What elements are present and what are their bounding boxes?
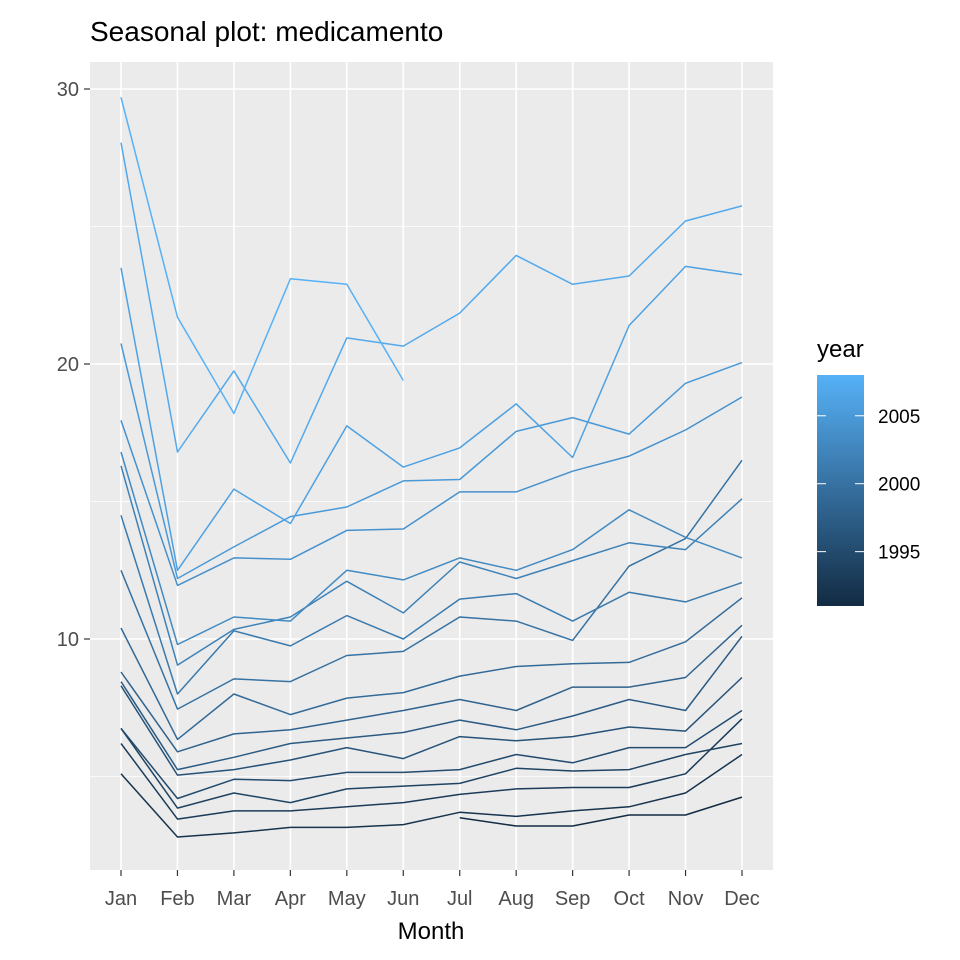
x-tick-label: Oct [614,888,646,910]
series-line-1997 [120,635,743,771]
series-line-1991 [459,796,743,827]
series-line-1999 [120,597,743,741]
series-line-2008 [120,97,404,415]
y-axis: 10 20 30 [57,79,90,651]
series-line-2002 [120,465,743,666]
x-tick-label: Sep [555,888,591,910]
x-tick-label: Jun [387,888,419,910]
x-tick-label: Aug [498,888,534,910]
chart-title: Seasonal plot: medicamento [90,16,443,47]
series-line-1993 [120,718,743,820]
plot-panel [90,62,773,870]
legend-tick-label: 2000 [878,475,920,496]
series-line-1998 [120,624,743,753]
x-tick-label: Nov [668,888,704,910]
x-axis-label: Month [398,918,465,945]
y-tick-label: 20 [57,354,79,376]
x-tick-label: Jan [105,888,137,910]
series-line-2007 [120,142,743,464]
series-line-1994 [120,727,743,809]
series-line-1992 [120,753,743,838]
x-axis: Jan Feb Mar Apr May Jun Jul Aug Sep Oct Nov Dec [105,870,760,910]
x-tick-label: May [328,888,366,910]
series-line-2004 [120,396,743,587]
series-line-2000 [120,459,743,710]
x-tick-label: Dec [724,888,760,910]
series-line-2005 [120,343,743,580]
legend-tick-label: 2005 [878,407,920,428]
x-tick-label: Mar [217,888,252,910]
series-line-2006 [120,265,743,572]
series-line-2001 [120,515,743,695]
series-line-1995 [120,709,743,800]
gridlines [90,62,773,870]
x-tick-label: Jul [447,888,473,910]
x-tick-label: Apr [275,888,306,910]
legend: year 1995 2000 2005 [817,336,920,606]
y-tick-label: 10 [57,629,79,651]
series-line-1996 [120,676,743,776]
legend-colorbar [817,375,864,606]
x-tick-label: Feb [160,888,194,910]
legend-title: year [817,336,864,363]
legend-tick-label: 1995 [878,543,920,564]
y-tick-label: 30 [57,79,79,101]
series-lines [120,97,743,838]
series-line-2003 [120,451,743,646]
